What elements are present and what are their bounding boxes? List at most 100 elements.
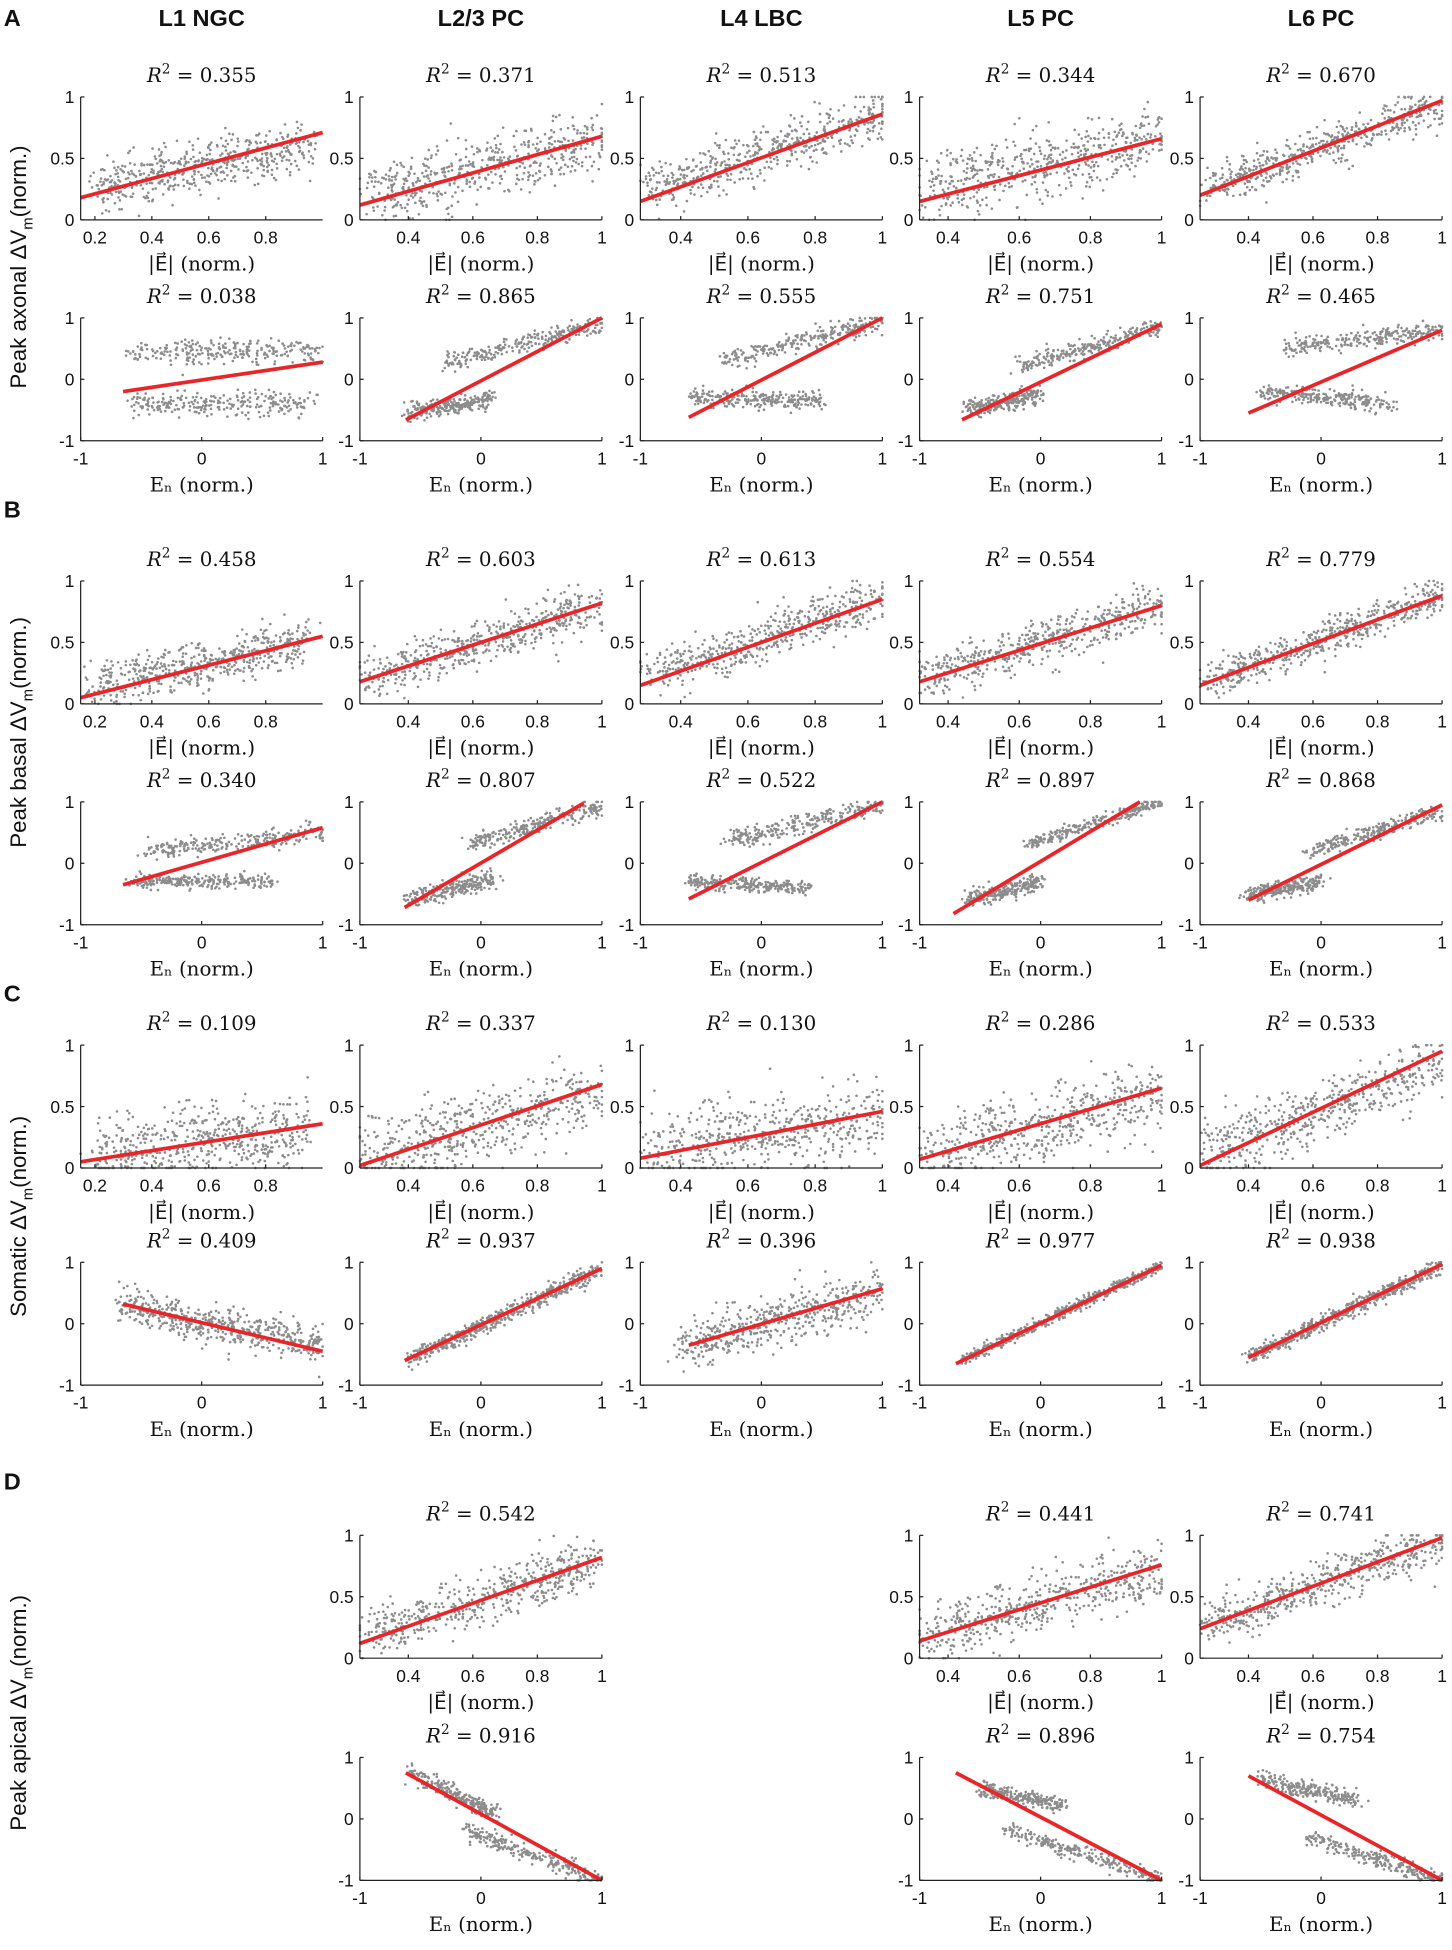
scatter-point (780, 400, 783, 404)
scatter-point (597, 167, 601, 171)
scatter-point (256, 182, 260, 186)
scatter-point (129, 352, 132, 355)
scatter-point (402, 165, 406, 169)
scatter-point (800, 335, 804, 338)
scatter-point (1287, 170, 1290, 173)
scatter-point (571, 116, 575, 119)
scatter-point (570, 151, 573, 154)
scatter-point (1396, 331, 1399, 335)
scatter-point (696, 402, 700, 405)
scatter-point (872, 102, 875, 106)
scatter-point (725, 172, 728, 176)
scatter-point (451, 362, 455, 366)
scatter-point (924, 205, 927, 209)
scatter-point (745, 151, 749, 154)
scatter-point (1072, 350, 1075, 354)
scatter-point (260, 157, 264, 160)
scatter-point (963, 177, 967, 181)
scatter-point (469, 358, 473, 362)
scatter-point (782, 139, 786, 142)
scatter-point (186, 181, 189, 185)
scatter-point (1061, 150, 1065, 154)
scatter-point (742, 143, 745, 147)
scatter-point (1385, 104, 1388, 108)
scatter-point (234, 413, 238, 417)
x-tick-label: 1 (1157, 448, 1167, 468)
scatter-point (1050, 361, 1053, 365)
scatter-point (124, 349, 128, 353)
scatter-point (1062, 349, 1065, 352)
scatter-point (968, 153, 972, 157)
scatter-point (806, 120, 810, 124)
scatter-point (472, 152, 476, 156)
scatter-point (1154, 135, 1157, 138)
scatter-point (753, 357, 756, 360)
scatter-point (1417, 121, 1421, 125)
scatter-point (766, 399, 770, 403)
scatter-point (1043, 356, 1046, 360)
scatter-point (779, 144, 783, 148)
x-tick-label: 0.4 (1236, 227, 1260, 247)
scatter-point (730, 363, 734, 367)
scatter-point (1004, 138, 1008, 142)
scatter-point (233, 356, 236, 360)
y-axis-label-subscript: m (20, 689, 36, 701)
scatter-point (1102, 136, 1106, 140)
scatter-point (1135, 134, 1138, 137)
scatter-point (207, 166, 210, 170)
scatter-point (533, 336, 537, 339)
scatter-point (273, 157, 277, 161)
scatter-point (1046, 347, 1050, 351)
scatter-point (240, 411, 244, 414)
scatter-point (699, 168, 702, 171)
scatter-point (776, 158, 779, 162)
y-tick-label: 0 (344, 370, 354, 390)
scatter-point (1052, 349, 1055, 353)
column-header: L1 NGC (158, 5, 244, 31)
scatter-point (1032, 403, 1036, 406)
scatter-point (169, 395, 172, 399)
scatter-point (1127, 330, 1131, 333)
scatter-point (758, 145, 761, 149)
scatter-point (113, 201, 117, 205)
scatter-point (968, 402, 972, 405)
scatter-point (765, 160, 769, 164)
scatter-point (390, 186, 394, 189)
scatter-point (1146, 100, 1150, 104)
scatter-point (536, 136, 539, 140)
scatter-point (724, 354, 728, 357)
scatter-point (100, 212, 104, 215)
scatter-point (492, 158, 496, 162)
scatter-point (1088, 349, 1092, 352)
scatter-point (751, 390, 754, 394)
scatter-point (1288, 147, 1292, 150)
scatter-point (458, 167, 461, 171)
scatter-point (1428, 95, 1432, 99)
scatter-point (796, 394, 800, 397)
scatter-point (783, 351, 787, 354)
scatter-point (1285, 163, 1289, 167)
scatter-point (1102, 336, 1106, 339)
scatter-point (390, 175, 394, 179)
scatter-point (561, 158, 565, 162)
scatter-point (164, 160, 168, 164)
scatter-point (841, 328, 844, 331)
scatter-point (499, 142, 502, 146)
scatter-point (823, 125, 826, 128)
scatter-point (733, 139, 737, 142)
scatter-point (772, 352, 776, 356)
scatter-point (749, 155, 752, 158)
y-axis-label-main: Peak basal ΔV (6, 701, 31, 848)
scatter-point (770, 395, 773, 398)
scatter-point (102, 200, 105, 204)
scatter-point (241, 391, 245, 395)
scatter-point (173, 176, 177, 180)
scatter-point (268, 344, 271, 348)
scatter-point (1129, 141, 1133, 145)
scatter-point (523, 166, 527, 170)
scatter-point (998, 198, 1001, 202)
scatter-point (1395, 124, 1398, 128)
scatter-point (486, 141, 489, 144)
scatter-point (513, 145, 516, 149)
scatter-point (494, 143, 498, 147)
